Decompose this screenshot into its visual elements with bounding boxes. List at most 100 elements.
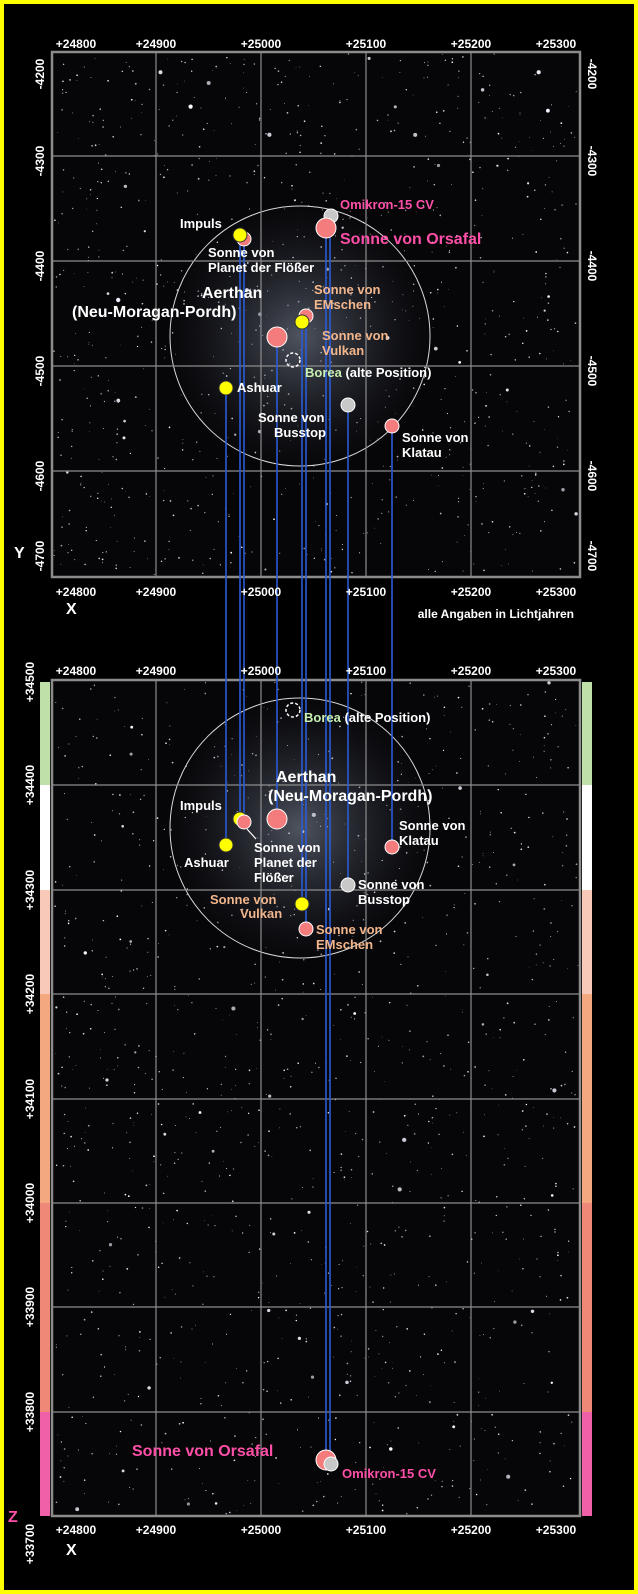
bottom-x-tick-6-upper: +25300 (536, 664, 577, 678)
top-vulkan-marker[interactable] (294, 314, 310, 330)
background-star (235, 1215, 237, 1218)
background-star (366, 1230, 369, 1233)
background-star (570, 360, 572, 362)
background-star (382, 1466, 384, 1468)
background-star (80, 475, 82, 478)
background-star (358, 1156, 360, 1158)
background-star (161, 1088, 163, 1091)
top-aerthan-marker[interactable] (266, 326, 288, 348)
background-star (172, 119, 174, 121)
background-star (265, 1433, 267, 1436)
top-ashuar-marker[interactable] (218, 380, 234, 396)
background-star (496, 164, 499, 167)
background-star (313, 465, 315, 467)
background-star (542, 962, 544, 964)
background-star (554, 1231, 556, 1233)
background-star (108, 987, 110, 990)
background-star (531, 1332, 533, 1334)
background-star (333, 83, 335, 85)
background-star (213, 548, 215, 550)
bottom-busstop-marker[interactable] (340, 877, 356, 893)
background-star (141, 733, 143, 736)
background-star (85, 530, 87, 532)
background-star (318, 1066, 320, 1069)
background-star (528, 465, 530, 467)
background-star (410, 1161, 411, 1163)
background-star (559, 568, 562, 570)
top-borea-marker[interactable] (285, 352, 301, 368)
background-star (389, 479, 391, 481)
background-star (296, 132, 298, 134)
background-star (264, 976, 266, 978)
background-star (83, 1318, 86, 1321)
top-y-ticks-right: -4200 -4300 -4400 -4500 -4600 -4700 (585, 59, 599, 572)
background-star (388, 511, 390, 513)
background-star (478, 1391, 480, 1393)
background-star (254, 982, 256, 984)
background-star (132, 969, 135, 971)
background-star (63, 1480, 65, 1482)
background-star (154, 139, 156, 141)
bottom-borea-marker[interactable] (285, 702, 301, 718)
top-klatau-marker[interactable] (384, 418, 400, 434)
background-star (174, 988, 176, 990)
background-star (522, 233, 524, 236)
background-star (539, 1442, 541, 1444)
background-star (91, 230, 94, 233)
background-star (457, 865, 460, 868)
background-star (444, 1362, 446, 1364)
background-star (297, 1336, 302, 1341)
background-star (116, 1056, 119, 1059)
background-star (498, 315, 500, 317)
background-star (101, 472, 103, 473)
background-star (493, 271, 495, 273)
background-star (312, 1186, 314, 1188)
bottom-aerthan-marker[interactable] (266, 808, 288, 830)
background-star (243, 72, 245, 74)
background-star (479, 166, 481, 169)
background-star (54, 881, 57, 883)
background-star (163, 490, 165, 491)
background-star (325, 199, 328, 202)
bottom-vulkan-marker[interactable] (294, 896, 310, 912)
bottom-floesser-marker[interactable] (236, 814, 252, 830)
background-star (372, 1111, 375, 1113)
top-orsafal-marker[interactable] (315, 217, 337, 239)
background-star (312, 1504, 315, 1507)
background-star (358, 971, 360, 973)
background-star (498, 1270, 499, 1272)
background-star (567, 449, 569, 451)
background-star (198, 145, 201, 148)
bottom-x-tick-5-upper: +25200 (451, 664, 492, 678)
background-star (358, 148, 360, 150)
background-star (383, 1244, 386, 1246)
background-star (162, 499, 165, 502)
background-star (102, 1270, 104, 1272)
background-star (116, 297, 121, 303)
background-star (130, 98, 133, 101)
background-star (192, 559, 194, 561)
bottom-omikron-marker[interactable] (323, 1456, 339, 1472)
top-klatau-label-2: Klatau (402, 445, 442, 460)
background-star (169, 725, 171, 727)
bottom-ashuar-marker[interactable] (218, 837, 234, 853)
background-star (574, 136, 576, 138)
background-star (101, 976, 103, 978)
background-star (301, 1230, 302, 1232)
background-star (104, 986, 107, 988)
background-star (228, 515, 230, 517)
background-star (132, 1488, 134, 1490)
background-star (525, 1103, 528, 1106)
bottom-x-tick-1-upper: +24800 (56, 664, 97, 678)
bottom-klatau-marker[interactable] (384, 839, 400, 855)
top-busstop-marker[interactable] (340, 397, 356, 413)
background-star (350, 692, 352, 695)
background-star (364, 1357, 366, 1359)
background-star (519, 1258, 521, 1260)
background-star (397, 122, 399, 124)
background-star (450, 1068, 452, 1070)
background-star (473, 1272, 475, 1274)
bottom-emschen-marker[interactable] (298, 921, 314, 937)
background-star (561, 487, 565, 492)
top-impuls-marker[interactable] (232, 227, 248, 243)
